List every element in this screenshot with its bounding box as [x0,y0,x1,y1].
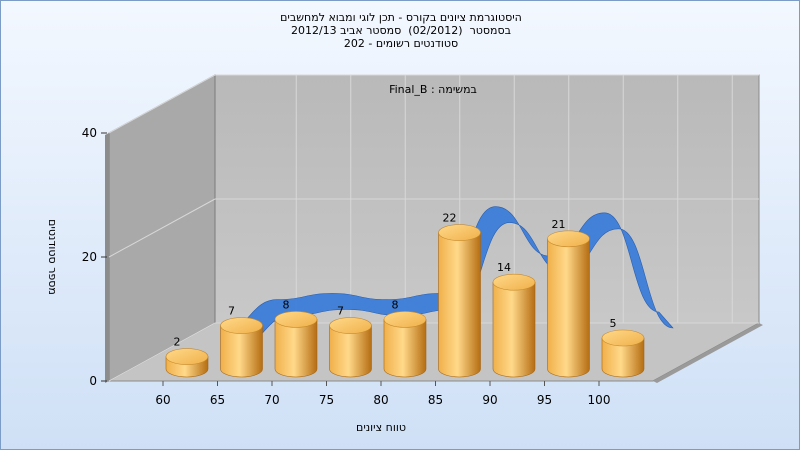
bar-75 [329,317,372,378]
x-tick-label-3: 75 [319,393,334,407]
grid-line-left-2 [108,74,216,134]
bar-body-8 [601,337,645,378]
bar-body-6 [492,281,536,378]
x-tick-label-6: 90 [482,393,497,407]
bar-top-1 [220,317,263,334]
bar-65 [220,317,263,378]
y-tick-label-2: 40 [82,126,97,140]
grid-line-left-0 [108,322,216,382]
x-tick-label-4: 80 [373,393,388,407]
bar-top-3 [329,317,372,334]
x-tick-label-0: 60 [155,393,170,407]
bar-value-label-6: 14 [497,261,511,274]
bar-top-2 [274,311,318,328]
x-tick-label-2: 70 [264,393,279,407]
chart-student-count: סטודנטים רשומים - 202 [343,37,459,50]
bar-70 [274,311,318,378]
y-axis-title: מספר סטודנטים [46,219,59,295]
bar-90 [492,273,536,378]
bar-top-4 [383,311,427,328]
chart-title: היסטוגרמת ציונים בקורס - תכן לוגי ומבוא … [280,11,522,24]
x-tick-label-7: 95 [537,393,552,407]
grid-line-left-1 [108,198,216,258]
x-tick-label-5: 85 [428,393,443,407]
x-axis-title: טווח ציונים [356,421,406,434]
bar-top-0 [165,348,209,365]
bar-value-label-7: 21 [552,218,566,231]
bar-value-label-5: 22 [443,212,457,225]
bar-60 [165,348,209,378]
bar-body-1 [220,325,263,378]
bar-80 [383,311,427,378]
bar-top-7 [547,230,590,248]
bar-top-6 [492,273,536,291]
x-tick-label-8: 100 [588,393,611,407]
bar-body-4 [383,319,427,378]
bar-value-label-4: 8 [392,298,399,311]
bar-value-label-2: 8 [283,298,290,311]
bar-top-5 [438,224,481,241]
bar-top-8 [601,329,645,347]
chart-subtitle: בסמסטר (02/2012) סמסטר אביב 2012/13 [290,24,512,37]
y-tick-label-1: 20 [82,250,97,264]
bar-value-label-8: 5 [610,317,617,330]
left-wall-edge [105,133,109,383]
bar-body-5 [438,232,481,378]
assignment-annotation: במשימה : Final_B [389,83,477,96]
bar-value-label-0: 2 [174,336,181,349]
y-tick-label-0: 0 [89,374,97,388]
bar-value-label-3: 7 [337,305,344,318]
bar-95 [547,230,590,378]
chart-titles: היסטוגרמת ציונים בקורס - תכן לוגי ומבוא … [1,11,799,50]
bar-body-3 [329,325,372,378]
bar-100 [601,329,645,378]
x-tick-label-1: 65 [210,393,225,407]
bar-body-7 [547,238,590,378]
bar-value-label-1: 7 [228,305,235,318]
bar-85 [438,224,481,378]
bar-body-2 [274,319,318,378]
floor-edge [653,323,763,383]
